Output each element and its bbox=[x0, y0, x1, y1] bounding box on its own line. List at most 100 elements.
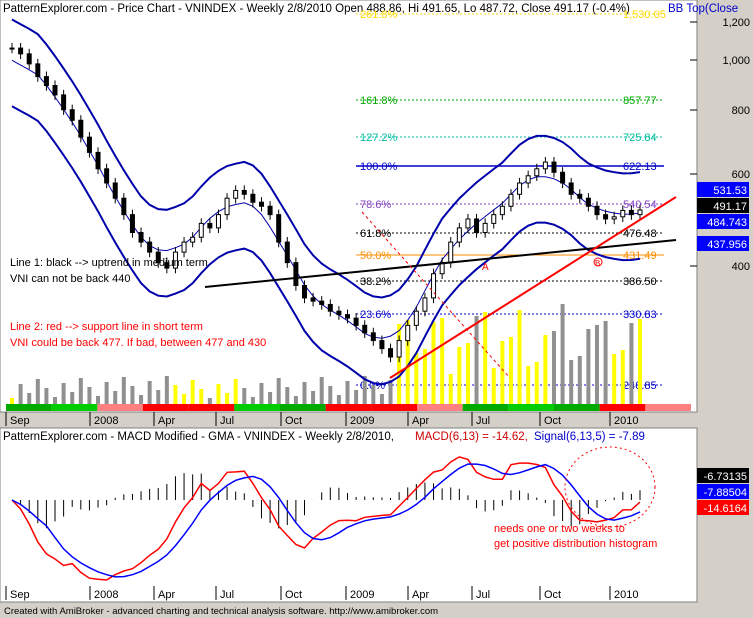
bollinger-band-line bbox=[11, 105, 641, 386]
volume-bar bbox=[216, 384, 221, 404]
volume-bar bbox=[551, 331, 556, 404]
volume-bar bbox=[483, 312, 488, 404]
volume-bar bbox=[500, 341, 505, 404]
candle-body bbox=[250, 193, 256, 203]
fib-level-value: 330.83 bbox=[623, 309, 657, 321]
value-box-text: 437.956 bbox=[707, 239, 747, 251]
trend-strip-segment bbox=[508, 404, 554, 411]
volume-bar bbox=[594, 325, 599, 404]
candle-body bbox=[422, 297, 428, 312]
candle-body bbox=[276, 214, 282, 243]
volume-bar bbox=[259, 383, 264, 404]
candle-body bbox=[95, 151, 101, 170]
candle-body bbox=[190, 236, 196, 243]
fib-level-label: 61.8% bbox=[360, 228, 391, 240]
price-candles bbox=[9, 43, 643, 363]
x-tick-label: Oct bbox=[285, 589, 302, 601]
candle-body bbox=[594, 205, 600, 216]
volume-bar bbox=[233, 379, 238, 404]
value-box bbox=[697, 468, 749, 483]
trend-strip-segment bbox=[143, 404, 189, 411]
price-x-axis: Sep 2008 Apr Jul Oct 2009 Apr Jul Oct 2010 bbox=[5, 412, 638, 427]
candle-body bbox=[474, 218, 480, 234]
volume-bar bbox=[508, 337, 513, 404]
candle-body bbox=[26, 53, 32, 65]
trend-strip-segment bbox=[51, 404, 98, 411]
x-tick-label: Sep bbox=[10, 589, 30, 601]
retracement-line bbox=[361, 211, 511, 379]
fib-level-value: 622.13 bbox=[623, 161, 657, 173]
volume-bar bbox=[250, 397, 255, 404]
volume-bar bbox=[422, 349, 427, 404]
volume-bar bbox=[173, 385, 178, 404]
value-box-text: -14.6164 bbox=[704, 503, 747, 515]
macd-value-boxes: -6.73135 -7.88504 -14.6164 bbox=[697, 468, 749, 515]
candle-body bbox=[43, 76, 49, 87]
volume-bar bbox=[61, 383, 66, 404]
x-tick-label: 2008 bbox=[94, 415, 118, 427]
volume-bar bbox=[96, 396, 101, 404]
volume-bar bbox=[78, 378, 83, 404]
volume-bar bbox=[156, 390, 161, 404]
candle-body bbox=[301, 284, 307, 299]
value-box bbox=[697, 236, 749, 251]
candle-body bbox=[577, 193, 583, 199]
candle-body bbox=[388, 348, 394, 358]
volume-bar bbox=[225, 393, 230, 404]
x-tick-label: Sep bbox=[10, 415, 30, 427]
candle-body bbox=[319, 300, 325, 305]
y-tick-label: 1,200 bbox=[722, 17, 750, 29]
marker-b-circle bbox=[593, 257, 603, 267]
volume-bar bbox=[474, 316, 479, 404]
candle-body bbox=[405, 324, 411, 342]
candle-body bbox=[413, 310, 419, 326]
candle-body bbox=[611, 216, 617, 220]
marker-a: A bbox=[482, 262, 489, 273]
volume-bar bbox=[491, 368, 496, 404]
trend-strip-segment bbox=[371, 404, 417, 411]
volume-bar bbox=[517, 310, 522, 404]
volume-bar bbox=[560, 304, 565, 404]
volume-bar bbox=[586, 329, 591, 404]
candle-body bbox=[9, 47, 15, 50]
volume-bar bbox=[448, 374, 453, 404]
volume-bar bbox=[534, 362, 539, 404]
candle-body bbox=[112, 182, 118, 199]
volume-bar bbox=[362, 376, 367, 404]
fib-level-label: 23.6% bbox=[360, 309, 391, 321]
volume-bar bbox=[388, 380, 393, 404]
value-box bbox=[697, 500, 749, 515]
x-tick-label: Jul bbox=[476, 589, 490, 601]
footer-credit: Created with AmiBroker - advanced charti… bbox=[4, 606, 438, 617]
note-line2-b: VNI could be back 477. If bad, between 4… bbox=[10, 337, 266, 349]
x-tick-label: Apr bbox=[412, 589, 429, 601]
value-box bbox=[697, 198, 749, 213]
candle-body bbox=[620, 209, 626, 218]
volume-bar bbox=[242, 388, 247, 404]
value-box-text: 484.743 bbox=[707, 217, 747, 229]
candle-body bbox=[551, 161, 557, 173]
candle-body bbox=[327, 303, 333, 312]
candle-body bbox=[431, 273, 437, 299]
candle-body bbox=[267, 205, 273, 216]
value-box-text: 491.17 bbox=[713, 201, 747, 213]
candle-body bbox=[362, 324, 368, 334]
fib-level-value: 857.77 bbox=[623, 95, 657, 107]
volume-bar bbox=[638, 319, 642, 404]
candle-body bbox=[603, 214, 609, 220]
fib-level-value: 476.48 bbox=[623, 228, 657, 240]
candle-body bbox=[104, 168, 110, 184]
macd-title-b: MACD(6,13) = -14.62, bbox=[415, 431, 528, 443]
fib-level-label: 161.8% bbox=[360, 95, 398, 107]
candle-body bbox=[181, 241, 187, 253]
fib-level-label: 127.2% bbox=[360, 132, 398, 144]
volume-bar bbox=[302, 382, 307, 404]
volume-bar bbox=[285, 387, 290, 404]
fib-level-label: 38.2% bbox=[360, 276, 391, 288]
x-tick-label: Oct bbox=[544, 415, 561, 427]
candle-body bbox=[147, 241, 153, 253]
value-box-text: 531.53 bbox=[713, 185, 747, 197]
volume-bar bbox=[336, 395, 341, 404]
volume-bar bbox=[543, 335, 548, 404]
